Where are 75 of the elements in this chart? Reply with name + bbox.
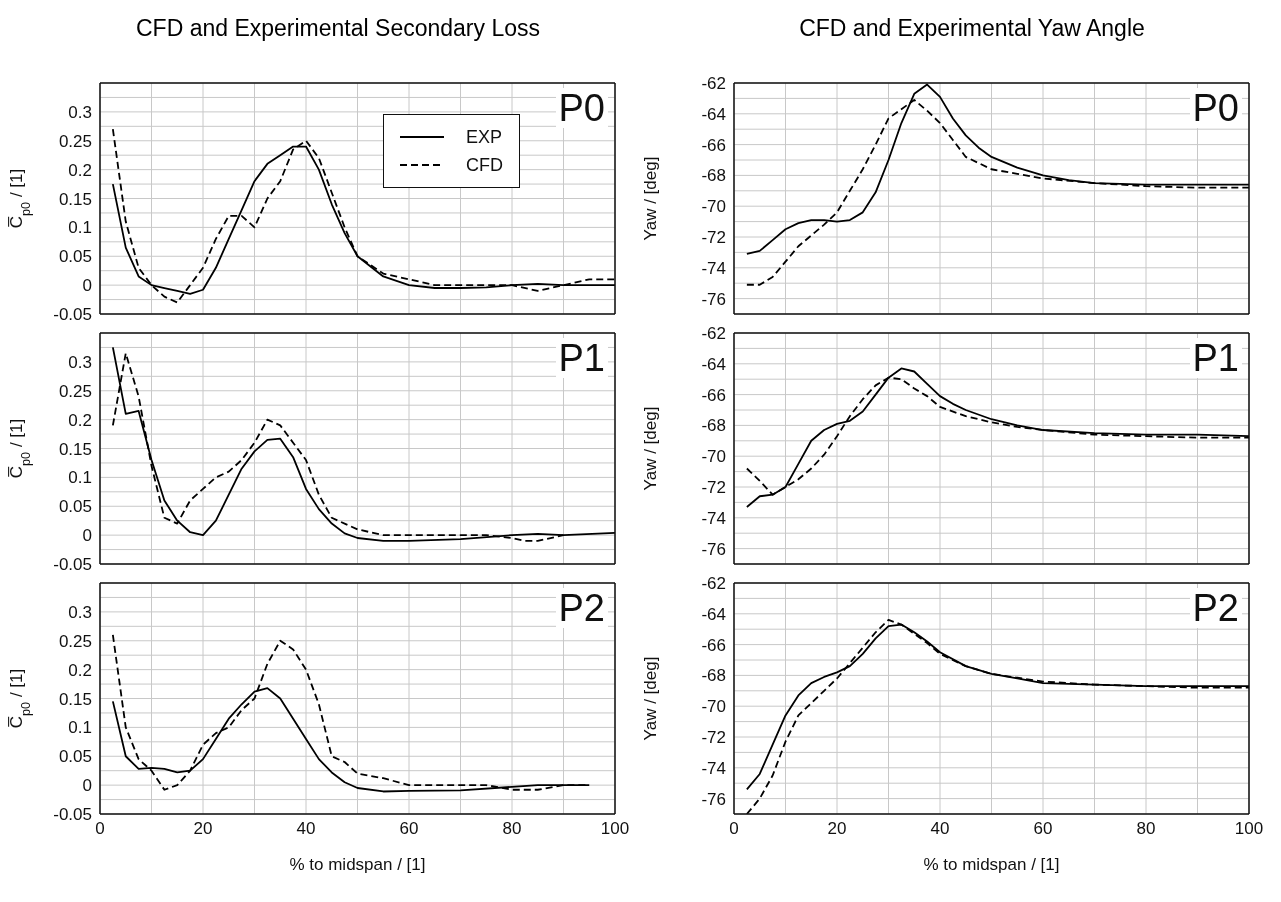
x-tick-label: 80 (502, 819, 522, 839)
y-tick-label: 0.3 (68, 602, 92, 622)
y-tick-label: 0.2 (68, 410, 92, 430)
y-tick-label: 0.05 (58, 247, 92, 267)
legend-label: EXP (466, 126, 503, 148)
x-tick-label: 20 (193, 819, 213, 839)
y-axis-title: Yaw / [deg] (641, 156, 660, 241)
annotation: P1 (555, 337, 608, 379)
y-tick-label: -0.05 (53, 305, 92, 325)
y-tick-label: -72 (701, 478, 726, 498)
annotation: P2 (555, 587, 608, 629)
y-tick-label: -66 (701, 135, 726, 155)
y-axis-title: Yaw / [deg] (641, 656, 660, 741)
y-tick-label: -62 (701, 574, 726, 594)
x-tick-label: 0 (729, 819, 739, 839)
y-tick-label: 0.1 (68, 718, 92, 738)
y-tick-label: -62 (701, 74, 726, 94)
y-tick-label: 0.1 (68, 218, 92, 238)
y-tick-label: 0.05 (58, 497, 92, 517)
x-tick-label: 80 (1136, 819, 1156, 839)
x-tick-label: 60 (1033, 819, 1053, 839)
y-tick-label: -68 (701, 166, 726, 186)
y-tick-label: 0.15 (58, 439, 92, 459)
y-tick-label: 0.25 (58, 381, 92, 401)
y-tick-label: -64 (701, 604, 726, 624)
y-tick-label: -72 (701, 728, 726, 748)
y-tick-label: -70 (701, 447, 726, 467)
y-tick-label: -64 (701, 104, 726, 124)
y-tick-label: 0.1 (68, 468, 92, 488)
y-tick-label: -66 (701, 635, 726, 655)
x-tick-label: 20 (827, 819, 847, 839)
y-tick-label: -76 (701, 289, 726, 309)
y-tick-label: -70 (701, 697, 726, 717)
y-tick-label: 0 (82, 276, 92, 296)
annotation: P2 (1189, 587, 1242, 629)
y-tick-label: -0.05 (53, 555, 92, 575)
y-tick-label: -76 (701, 539, 726, 559)
y-tick-label: 0.15 (58, 689, 92, 709)
y-tick-label: 0.25 (58, 131, 92, 151)
chart-title: CFD and Experimental Secondary Loss (135, 14, 541, 43)
x-tick-label: 0 (95, 819, 105, 839)
annotation: P0 (555, 87, 608, 129)
y-tick-label: 0.3 (68, 352, 92, 372)
y-tick-label: -66 (701, 385, 726, 405)
y-tick-label: -72 (701, 228, 726, 248)
y-tick-label: -74 (701, 258, 726, 278)
x-tick-label: 100 (600, 819, 630, 839)
y-tick-label: -68 (701, 416, 726, 436)
y-tick-label: 0.05 (58, 747, 92, 767)
x-axis-title: % to midspan / [1] (923, 855, 1060, 874)
y-tick-label: 0.2 (68, 660, 92, 680)
y-tick-label: -76 (701, 789, 726, 809)
y-tick-label: 0 (82, 776, 92, 796)
y-tick-label: -74 (701, 508, 726, 528)
x-axis-title: % to midspan / [1] (289, 855, 426, 874)
chart-title: CFD and Experimental Yaw Angle (798, 14, 1146, 43)
y-tick-label: -68 (701, 666, 726, 686)
y-tick-label: -62 (701, 324, 726, 344)
x-tick-label: 60 (399, 819, 419, 839)
x-tick-label: 100 (1234, 819, 1264, 839)
y-axis-title: Yaw / [deg] (641, 406, 660, 491)
annotation: P1 (1189, 337, 1242, 379)
legend-label: CFD (466, 154, 503, 176)
y-tick-label: -0.05 (53, 805, 92, 825)
y-tick-label: 0 (82, 526, 92, 546)
y-tick-label: 0.2 (68, 160, 92, 180)
y-tick-label: -64 (701, 354, 726, 374)
x-tick-label: 40 (930, 819, 950, 839)
x-tick-label: 40 (296, 819, 316, 839)
y-tick-label: 0.25 (58, 631, 92, 651)
y-tick-label: 0.15 (58, 189, 92, 209)
y-tick-label: 0.3 (68, 102, 92, 122)
annotation: P0 (1189, 87, 1242, 129)
y-tick-label: -74 (701, 758, 726, 778)
y-tick-label: -70 (701, 197, 726, 217)
